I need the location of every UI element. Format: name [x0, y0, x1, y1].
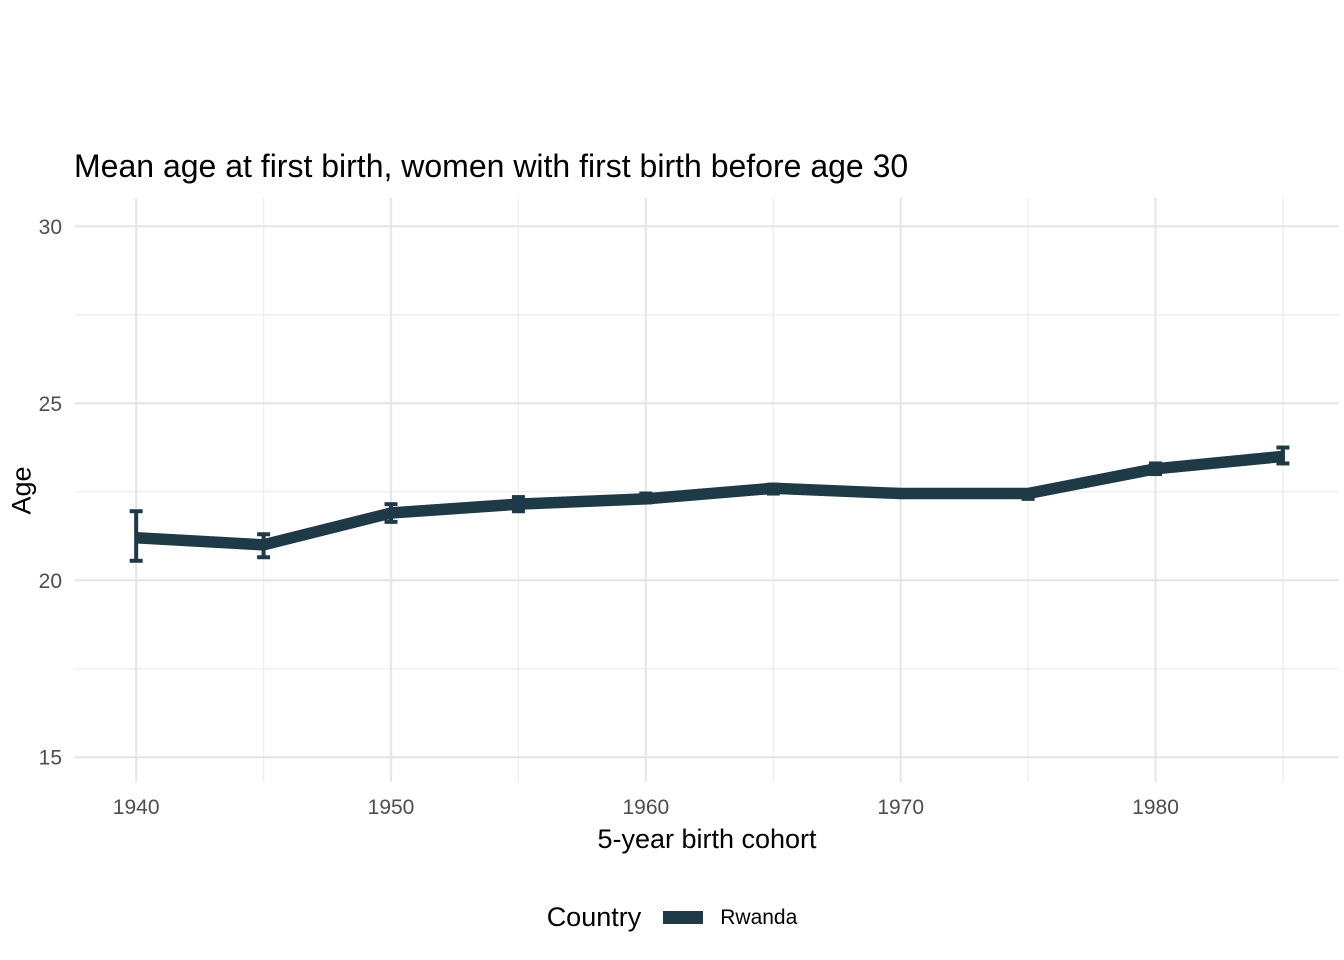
legend-swatch-rwanda — [663, 911, 704, 924]
y-tick-label: 20 — [39, 570, 62, 593]
x-axis-title: 5-year birth cohort — [597, 824, 817, 854]
y-tick-label: 30 — [39, 216, 62, 239]
x-tick-label: 1940 — [113, 796, 160, 819]
x-tick-label: 1980 — [1132, 796, 1179, 819]
legend-label-rwanda: Rwanda — [720, 905, 798, 929]
x-tick-label: 1960 — [622, 796, 669, 819]
y-tick-label: 15 — [39, 747, 62, 770]
data-line-rwanda — [135, 450, 1284, 551]
y-tick-label: 25 — [39, 393, 62, 416]
plot-area: 1940 1950 1960 1970 1980 15 20 25 30 — [39, 198, 1339, 819]
y-axis-title: Age — [6, 465, 37, 515]
chart-title: Mean age at first birth, women with firs… — [74, 148, 909, 184]
legend-title: Country — [546, 902, 642, 932]
y-axis-title-wrap: Age — [0, 198, 44, 782]
x-tick-label: 1970 — [877, 796, 924, 819]
legend: Country Rwanda — [0, 902, 1344, 933]
x-tick-label: 1950 — [368, 796, 415, 819]
